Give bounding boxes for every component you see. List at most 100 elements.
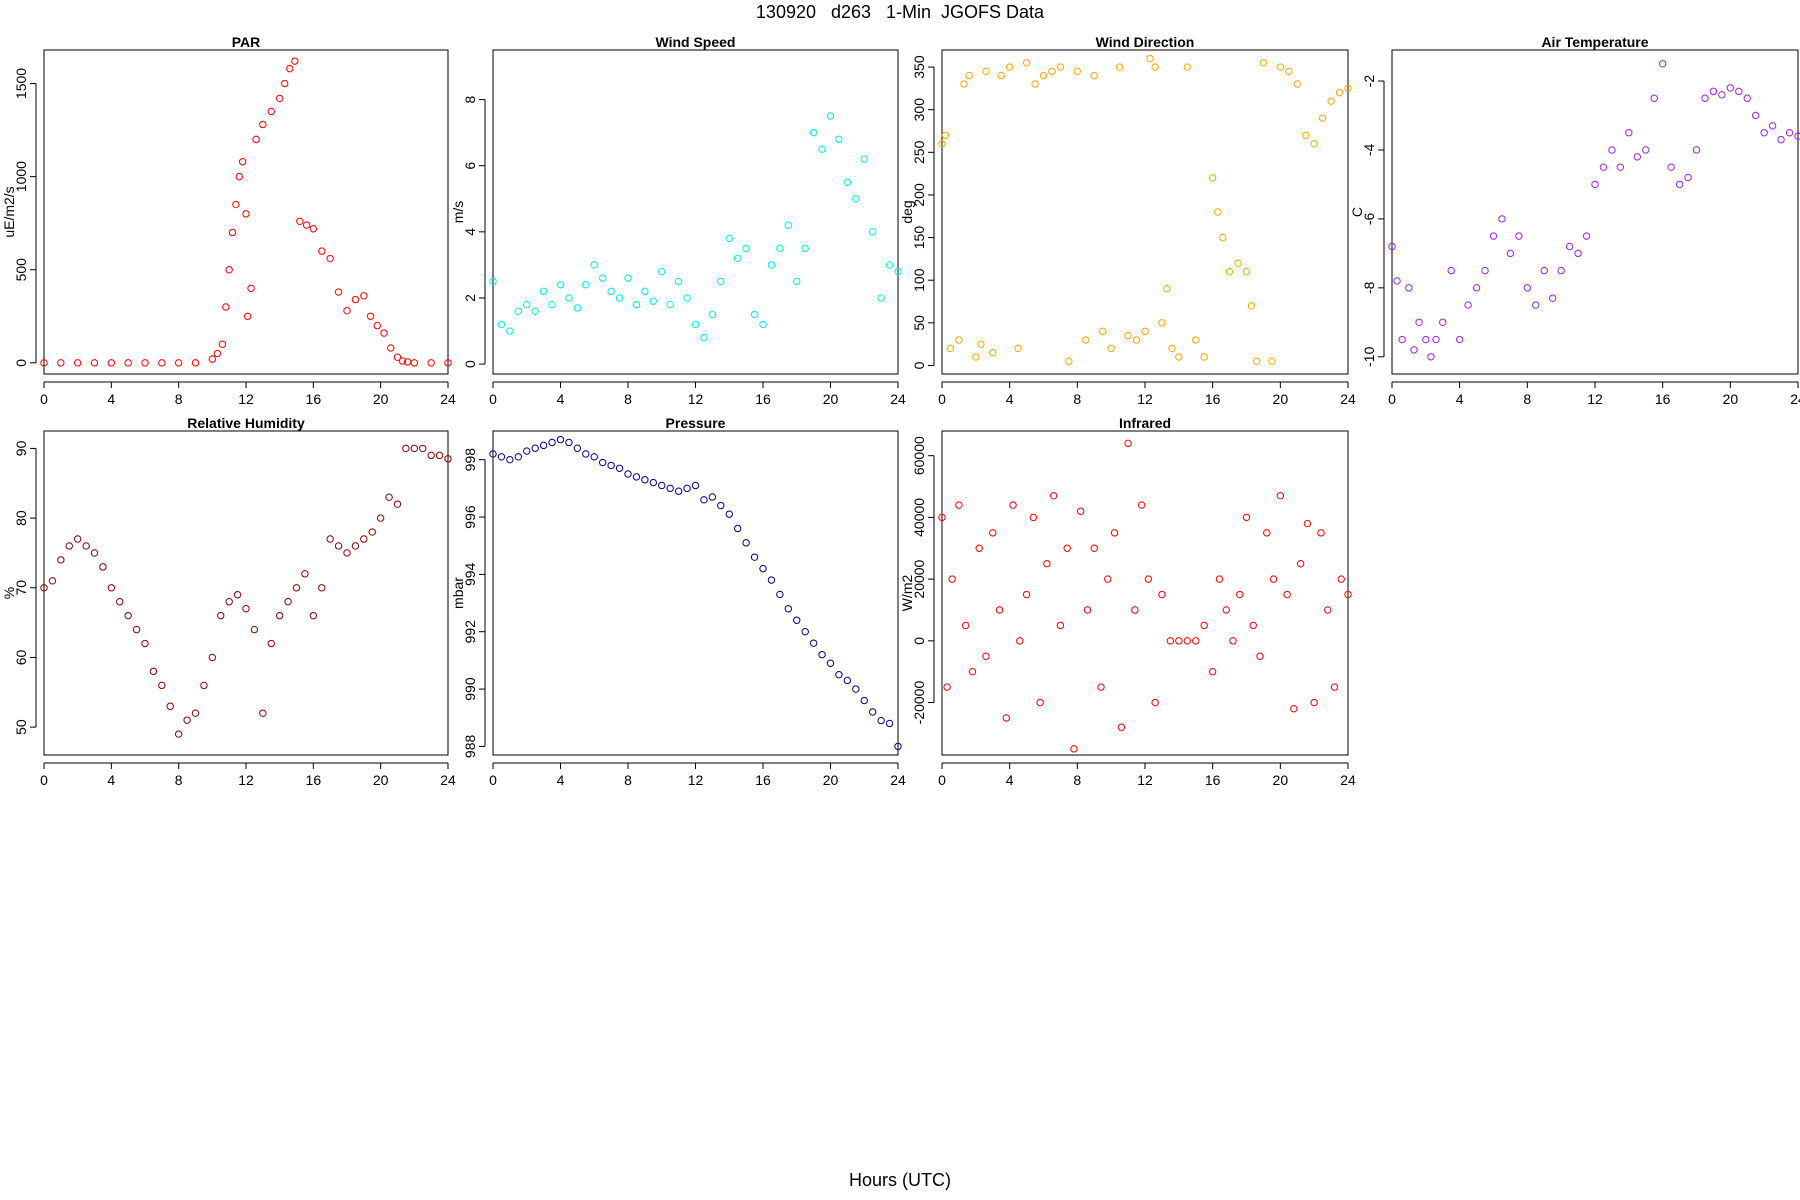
x-tick-label: 20 bbox=[373, 391, 389, 407]
y-tick-label: 90 bbox=[13, 440, 29, 456]
data-point bbox=[302, 221, 311, 229]
data-point bbox=[531, 444, 539, 452]
data-point bbox=[708, 310, 717, 319]
plot-title: Infrared bbox=[1119, 415, 1171, 431]
data-point bbox=[1115, 63, 1124, 71]
data-point bbox=[267, 107, 275, 116]
data-point bbox=[1242, 513, 1251, 522]
data-point bbox=[1650, 94, 1658, 102]
data-point bbox=[497, 320, 506, 329]
data-point bbox=[343, 549, 351, 557]
data-point bbox=[334, 288, 343, 296]
plot-title: Relative Humidity bbox=[187, 415, 305, 431]
y-tick-label: 0 bbox=[911, 361, 927, 369]
y-tick-label: 70 bbox=[13, 580, 29, 596]
data-point bbox=[174, 730, 183, 738]
y-tick-label: 0 bbox=[911, 637, 927, 645]
data-point bbox=[1225, 267, 1234, 276]
data-point bbox=[767, 576, 776, 584]
data-point bbox=[1146, 54, 1154, 63]
plot-frame bbox=[941, 430, 1349, 756]
x-tick-label: 16 bbox=[1205, 772, 1221, 788]
data-point bbox=[427, 451, 435, 460]
data-point bbox=[1256, 652, 1264, 660]
plot-frame bbox=[492, 430, 899, 756]
x-tick-label: 12 bbox=[1137, 772, 1153, 788]
y-tick-label: 0 bbox=[13, 359, 29, 367]
data-point bbox=[281, 79, 289, 88]
data-point bbox=[326, 254, 334, 263]
data-point bbox=[835, 671, 843, 679]
data-point bbox=[218, 340, 227, 348]
data-point bbox=[708, 493, 717, 501]
x-tick-label: 0 bbox=[40, 391, 48, 407]
y-tick-label: 6 bbox=[462, 162, 478, 170]
data-point bbox=[506, 455, 514, 464]
data-point bbox=[938, 140, 946, 148]
data-point bbox=[565, 438, 573, 447]
data-point bbox=[776, 244, 784, 253]
data-point bbox=[852, 195, 860, 203]
data-point bbox=[989, 348, 997, 357]
data-point bbox=[1318, 114, 1327, 122]
data-point bbox=[1175, 637, 1183, 645]
x-tick-label: 20 bbox=[1723, 391, 1739, 407]
data-point bbox=[286, 64, 294, 73]
y-axis-label: % bbox=[1, 587, 17, 599]
data-point bbox=[1029, 513, 1038, 522]
data-point bbox=[938, 513, 946, 522]
data-point bbox=[252, 135, 260, 144]
data-point bbox=[1633, 153, 1641, 161]
data-point bbox=[1236, 590, 1244, 599]
data-point bbox=[590, 261, 598, 269]
x-tick-label: 8 bbox=[624, 772, 632, 788]
x-tick-label: 24 bbox=[890, 772, 906, 788]
data-point bbox=[1293, 80, 1301, 88]
data-point bbox=[208, 355, 217, 363]
data-point bbox=[1540, 266, 1548, 275]
data-point bbox=[48, 577, 57, 585]
data-point bbox=[1249, 621, 1257, 630]
data-point bbox=[1183, 637, 1191, 645]
data-point bbox=[975, 544, 983, 552]
y-tick-label: 100 bbox=[911, 268, 927, 292]
x-tick-label: 20 bbox=[1273, 772, 1289, 788]
data-point bbox=[826, 112, 835, 120]
data-point bbox=[607, 287, 615, 296]
data-point bbox=[1063, 544, 1071, 552]
data-point bbox=[1269, 575, 1278, 583]
data-point bbox=[691, 320, 700, 329]
data-point bbox=[373, 321, 381, 330]
data-point bbox=[1296, 559, 1305, 568]
data-point bbox=[531, 307, 539, 315]
data-point bbox=[57, 556, 65, 564]
data-point bbox=[398, 357, 407, 365]
data-point bbox=[1310, 140, 1318, 148]
y-tick-label: 500 bbox=[13, 258, 29, 282]
data-point bbox=[598, 274, 607, 282]
data-point bbox=[1608, 146, 1616, 154]
data-point bbox=[376, 514, 385, 522]
data-point bbox=[497, 453, 506, 461]
data-point bbox=[1183, 63, 1191, 71]
data-point bbox=[1131, 606, 1139, 614]
x-tick-label: 8 bbox=[175, 772, 183, 788]
data-point bbox=[852, 685, 860, 693]
data-point bbox=[539, 441, 548, 450]
data-point bbox=[149, 667, 158, 676]
data-point bbox=[1090, 544, 1098, 552]
data-point bbox=[318, 247, 326, 255]
data-point bbox=[750, 310, 759, 319]
data-point bbox=[1048, 67, 1056, 76]
data-point bbox=[232, 200, 240, 209]
data-point bbox=[444, 455, 452, 463]
data-point bbox=[351, 295, 360, 304]
data-point bbox=[1229, 637, 1237, 645]
data-point bbox=[835, 135, 843, 143]
data-point bbox=[1427, 353, 1435, 361]
data-point bbox=[1398, 335, 1406, 344]
data-point bbox=[1317, 529, 1325, 537]
data-point bbox=[632, 473, 641, 481]
plot-title: PAR bbox=[232, 34, 261, 50]
data-point bbox=[225, 598, 233, 606]
